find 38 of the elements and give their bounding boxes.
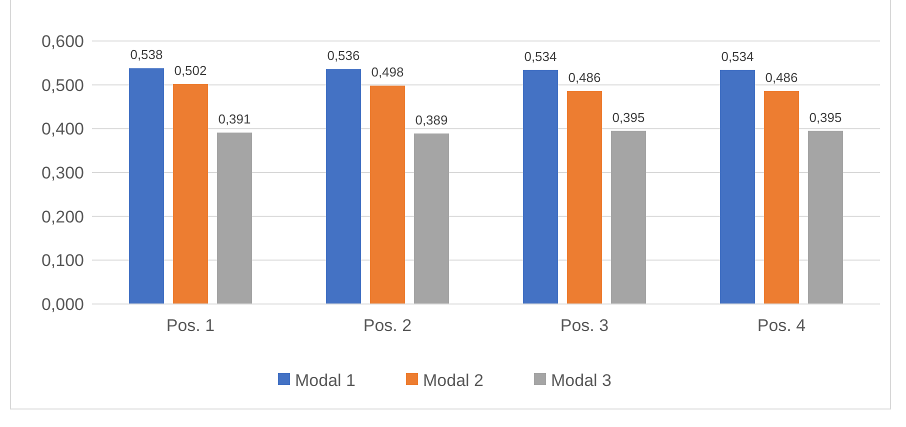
data-label: 0,534: [721, 48, 754, 64]
x-tick-label: Pos. 4: [757, 316, 806, 335]
y-tick-label: 0,500: [41, 76, 84, 95]
data-label: 0,486: [568, 70, 601, 85]
bar: [217, 132, 252, 304]
bar: [720, 70, 755, 304]
bar: [764, 90, 799, 304]
bar: [129, 68, 164, 304]
data-label: 0,502: [174, 62, 207, 78]
x-tick-label: Pos. 1: [166, 316, 215, 335]
bar: [523, 70, 558, 304]
data-label: 0,395: [612, 110, 645, 125]
data-label: 0,534: [524, 48, 557, 64]
y-tick-label: 0,300: [41, 163, 84, 182]
data-label: 0,391: [218, 112, 251, 127]
bar: [326, 69, 361, 304]
bar: [808, 130, 843, 304]
x-tick-label: Pos. 3: [560, 316, 609, 335]
x-tick-label: Pos. 2: [363, 316, 412, 335]
y-tick-label: 0,200: [41, 207, 84, 226]
legend-label: Modal 3: [551, 370, 612, 390]
legend-label: Modal 2: [423, 370, 484, 390]
data-label: 0,498: [371, 64, 404, 80]
y-tick-label: 0,400: [41, 120, 84, 139]
y-tick-label: 0,600: [41, 32, 84, 51]
data-label: 0,486: [765, 70, 798, 85]
data-label: 0,538: [130, 47, 163, 62]
y-tick-label: 0,100: [41, 251, 84, 270]
bar: [414, 133, 449, 304]
bar: [611, 130, 646, 304]
data-label: 0,395: [809, 110, 842, 125]
y-tick-label: 0,000: [41, 294, 84, 314]
bar: [370, 86, 405, 304]
bar: [567, 90, 602, 304]
data-label: 0,389: [415, 112, 448, 128]
data-label: 0,536: [327, 48, 360, 64]
legend-label: Modal 1: [295, 370, 356, 390]
bar: [173, 84, 208, 304]
